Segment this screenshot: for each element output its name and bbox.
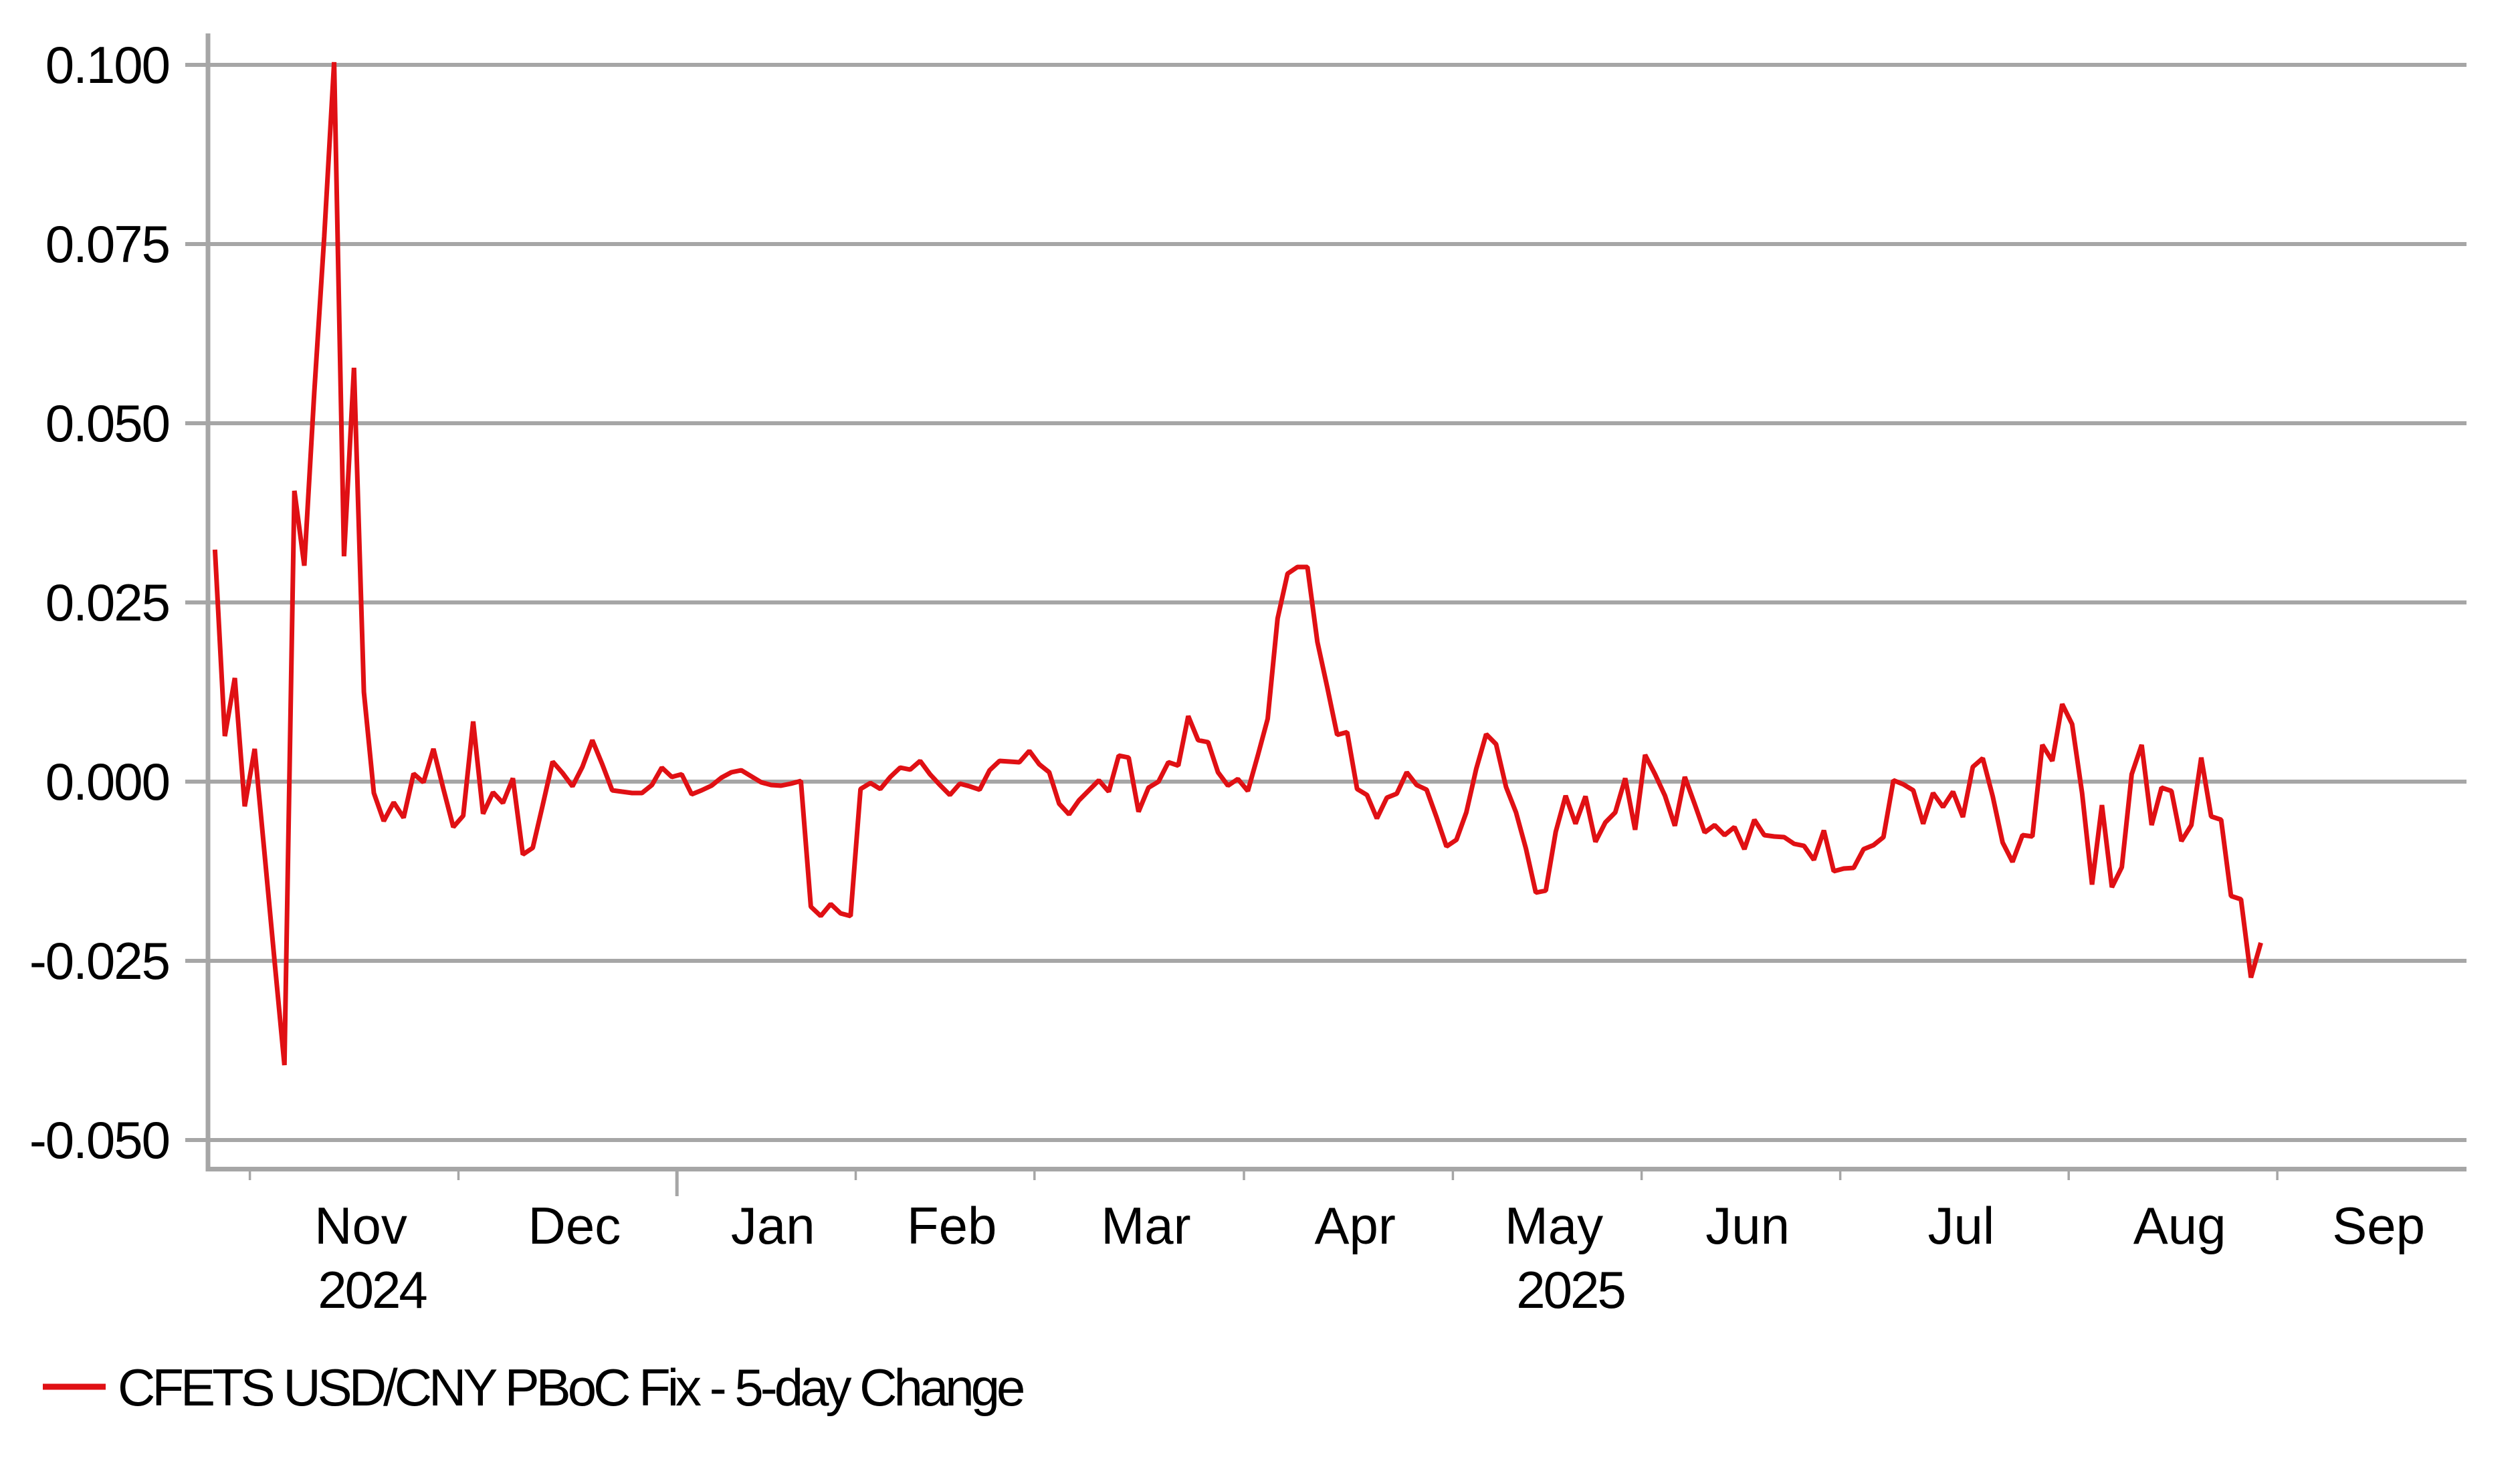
svg-text:Feb: Feb [907, 1196, 996, 1255]
svg-text:0.050: 0.050 [45, 394, 169, 453]
svg-text:Jul: Jul [1928, 1196, 1995, 1255]
svg-text:0.100: 0.100 [45, 35, 169, 94]
svg-text:0.000: 0.000 [45, 752, 169, 811]
svg-text:-0.050: -0.050 [29, 1111, 169, 1169]
svg-text:2025: 2025 [1516, 1260, 1624, 1319]
svg-text:0.075: 0.075 [45, 215, 169, 273]
svg-text:CFETS USD/CNY PBoC Fix - 5-day: CFETS USD/CNY PBoC Fix - 5-day Change [118, 1358, 1023, 1417]
svg-text:Dec: Dec [528, 1196, 621, 1255]
svg-text:Jun: Jun [1705, 1196, 1790, 1255]
svg-text:May: May [1505, 1196, 1603, 1255]
svg-text:Sep: Sep [2332, 1196, 2425, 1255]
svg-text:0.025: 0.025 [45, 573, 169, 632]
svg-text:Jan: Jan [731, 1196, 815, 1255]
svg-text:2024: 2024 [318, 1260, 427, 1319]
svg-text:-0.025: -0.025 [29, 931, 169, 990]
svg-text:Aug: Aug [2133, 1196, 2226, 1255]
svg-text:Mar: Mar [1101, 1196, 1190, 1255]
svg-text:Nov: Nov [314, 1196, 407, 1255]
svg-text:Apr: Apr [1315, 1196, 1396, 1255]
